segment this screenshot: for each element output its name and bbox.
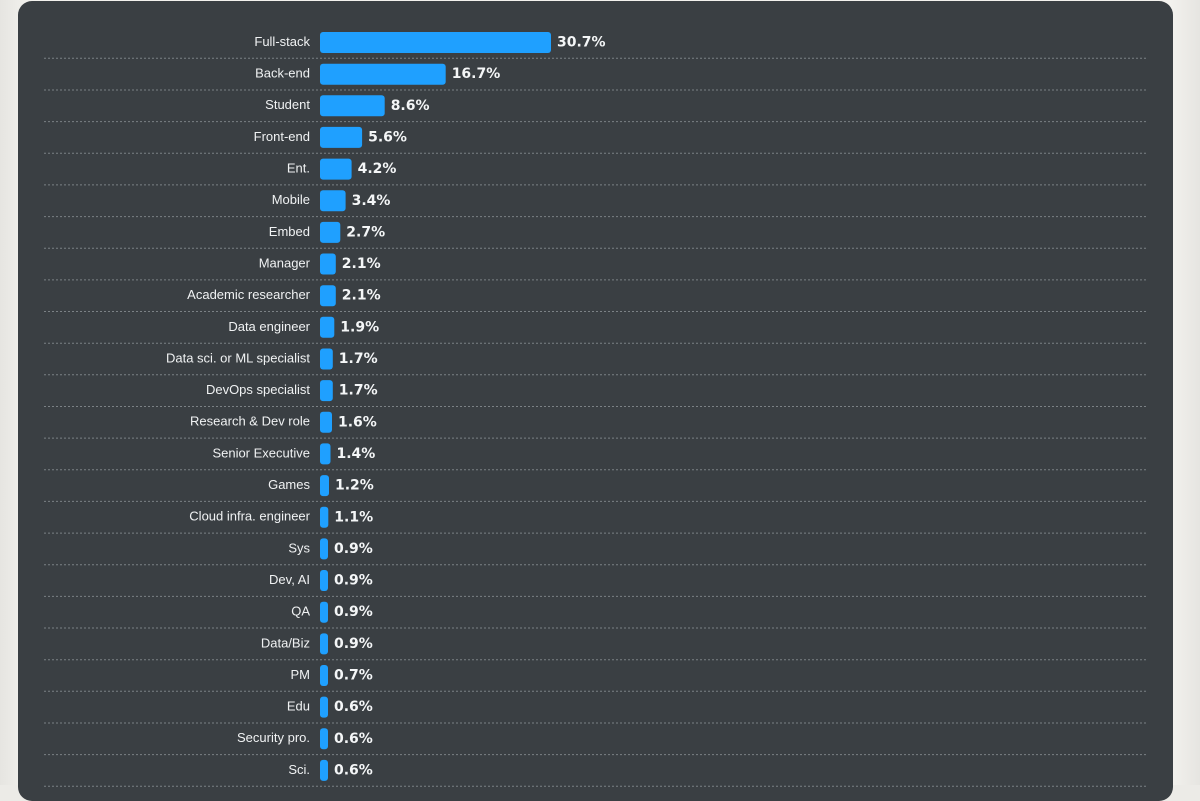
category-label-manager: Manager (259, 255, 311, 270)
category-label-sys: Sys (288, 540, 310, 555)
bar-senior-executive[interactable] (320, 443, 331, 465)
value-label-data-engineer: 1.9% (340, 319, 379, 335)
category-label-dev-ai: Dev, AI (269, 572, 310, 587)
bar-embed[interactable] (320, 221, 341, 243)
category-label-mobile: Mobile (272, 192, 310, 207)
horizontal-bar-chart: Full-stack 30.7% Back-end 16.7% Student 8.6% F… (44, 32, 1146, 787)
bar-manager[interactable] (320, 253, 336, 275)
category-label-embed: Embed (269, 224, 310, 239)
bar-pm[interactable] (320, 665, 328, 686)
category-label-full-stack: Full-stack (254, 34, 310, 49)
bar-qa[interactable] (320, 601, 328, 623)
bar-dev-ai[interactable] (320, 570, 328, 591)
bar-data-sci-or-ml-specialist[interactable] (320, 348, 333, 370)
value-label-embed: 2.7% (346, 224, 385, 240)
value-label-sys: 0.9% (334, 541, 373, 557)
category-label-pm: PM (291, 667, 311, 682)
value-label-mobile: 3.4% (352, 193, 391, 209)
value-label-devops-specialist: 1.7% (339, 383, 378, 399)
category-label-front-end: Front-end (254, 129, 310, 144)
bar-academic-researcher[interactable] (320, 285, 336, 307)
category-label-edu: Edu (287, 699, 310, 714)
bar-sys[interactable] (320, 538, 328, 560)
bar-front-end[interactable] (320, 126, 363, 148)
bar-devops-specialist[interactable] (320, 380, 333, 402)
bar-cloud-infra-engineer[interactable] (320, 506, 329, 528)
bar-layer (320, 32, 551, 781)
value-label-security-pro: 0.6% (334, 731, 373, 747)
category-label-academic-researcher: Academic researcher (187, 287, 310, 302)
category-label-cloud-infra-engineer: Cloud infra. engineer (189, 509, 310, 524)
bar-edu[interactable] (320, 696, 328, 718)
bar-sci[interactable] (320, 759, 328, 781)
value-label-academic-researcher: 2.1% (342, 288, 381, 304)
value-label-edu: 0.6% (334, 699, 373, 715)
value-label-student: 8.6% (391, 98, 430, 114)
category-label-data-biz: Data/Biz (261, 635, 310, 650)
value-label-cloud-infra-engineer: 1.1% (334, 509, 373, 525)
value-label-data-sci-or-ml-specialist: 1.7% (339, 351, 378, 367)
value-label-sci: 0.6% (334, 762, 373, 778)
bar-data-engineer[interactable] (320, 316, 335, 338)
category-label-games: Games (268, 477, 310, 492)
bar-back-end[interactable] (320, 63, 446, 85)
value-label-front-end: 5.6% (368, 129, 407, 145)
category-label-research-dev-role: Research & Dev role (190, 414, 310, 429)
label-layer: Full-stack 30.7% Back-end 16.7% Student 8.6% F… (166, 34, 606, 779)
value-label-data-biz: 0.9% (334, 636, 373, 652)
value-label-manager: 2.1% (342, 256, 381, 272)
category-label-ent: Ent. (287, 161, 310, 176)
category-label-security-pro: Security pro. (237, 730, 310, 745)
category-label-qa: QA (291, 604, 310, 619)
value-label-games: 1.2% (335, 478, 374, 494)
bar-ent[interactable] (320, 158, 352, 180)
category-label-sci: Sci. (288, 762, 310, 777)
bar-games[interactable] (320, 475, 329, 497)
bar-student[interactable] (320, 95, 385, 117)
value-label-pm: 0.7% (334, 668, 373, 684)
value-label-full-stack: 30.7% (557, 35, 606, 51)
category-label-data-engineer: Data engineer (228, 319, 310, 334)
value-label-dev-ai: 0.9% (334, 573, 373, 589)
value-label-back-end: 16.7% (452, 66, 501, 82)
value-label-research-dev-role: 1.6% (338, 414, 377, 430)
category-label-senior-executive: Senior Executive (212, 445, 310, 460)
value-label-qa: 0.9% (334, 604, 373, 620)
category-label-back-end: Back-end (255, 66, 310, 81)
bar-research-dev-role[interactable] (320, 411, 332, 433)
bar-security-pro[interactable] (320, 728, 328, 750)
value-label-senior-executive: 1.4% (337, 446, 376, 462)
value-label-ent: 4.2% (358, 161, 397, 177)
bar-mobile[interactable] (320, 190, 346, 212)
category-label-data-sci-or-ml-specialist: Data sci. or ML specialist (166, 350, 310, 365)
chart-card: Full-stack 30.7% Back-end 16.7% Student 8.6% F… (18, 1, 1173, 801)
bar-data-biz[interactable] (320, 633, 328, 655)
bar-full-stack[interactable] (320, 32, 551, 53)
category-label-devops-specialist: DevOps specialist (206, 382, 310, 397)
category-label-student: Student (265, 97, 310, 112)
